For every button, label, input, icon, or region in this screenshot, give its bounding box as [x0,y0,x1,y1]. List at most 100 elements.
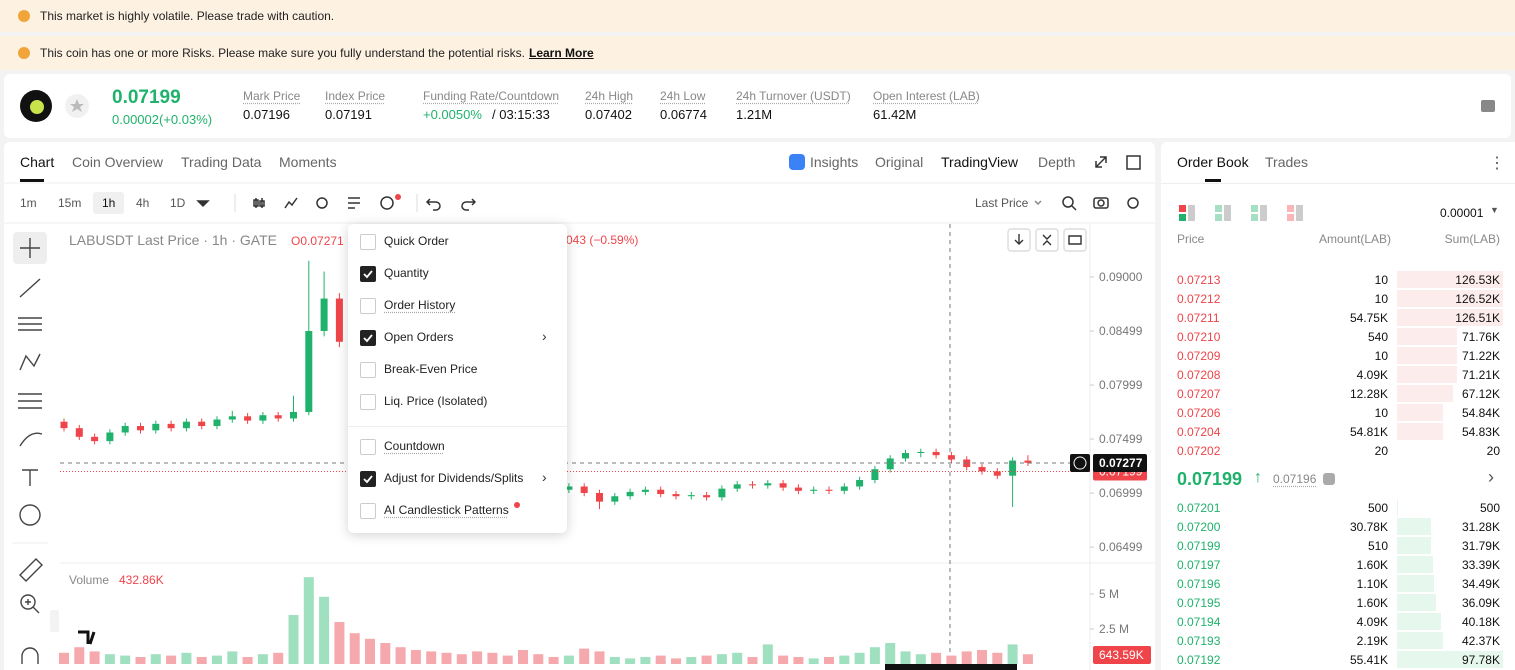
menu-item[interactable]: Countdown [384,439,445,453]
order-book-panel [1161,142,1515,670]
crosshair-add-icon [1073,456,1087,470]
order-amount: 1.60K [1356,558,1388,572]
checkbox[interactable] [360,234,376,250]
toolbar-icons [196,196,1139,211]
layout-toggle[interactable] [1287,205,1303,221]
order-price[interactable]: 0.07202 [1177,444,1221,458]
menu-item[interactable]: Order History [384,298,456,312]
candle-body [932,451,940,456]
order-price[interactable]: 0.07213 [1177,273,1221,287]
order-amount: 54.81K [1349,425,1388,439]
order-sum: 54.84K [1461,406,1500,420]
more-icon[interactable]: ⋮ [1489,155,1505,172]
precision-select[interactable]: 0.00001 [1440,206,1484,220]
order-price[interactable]: 0.07193 [1177,634,1221,648]
candle-body [718,488,726,498]
checkbox[interactable] [360,330,376,346]
stat-label: 24h Turnover (USDT) [736,89,851,103]
interval[interactable]: 1m [20,196,37,210]
order-price[interactable]: 0.07206 [1177,406,1221,420]
checkbox[interactable] [360,471,376,487]
order-price[interactable]: 0.07209 [1177,349,1221,363]
chart-tab[interactable]: Trading Data [181,154,262,170]
view-tab[interactable]: Insights [810,154,859,170]
layout-toggle[interactable] [1215,205,1231,221]
volume-bar [166,655,177,664]
layout-toggle[interactable] [1251,205,1267,221]
order-price[interactable]: 0.07212 [1177,292,1221,306]
order-price[interactable]: 0.07210 [1177,330,1221,344]
volume-bar [150,654,161,664]
order-price[interactable]: 0.07211 [1177,311,1220,325]
volume-bar [410,650,421,664]
menu-item[interactable]: AI Candlestick Patterns [384,503,509,517]
checkbox[interactable] [360,439,376,455]
volume-bar [548,657,559,664]
layout-icon [1179,205,1195,221]
candle-body [121,426,129,433]
order-price[interactable]: 0.07192 [1177,653,1221,667]
chart-tab[interactable]: Moments [279,154,337,170]
candle-body [182,421,190,429]
checkbox[interactable] [360,503,376,519]
order-amount: 1.10K [1356,577,1388,591]
order-sum: 34.49K [1461,577,1500,591]
order-book-tab[interactable]: Trades [1265,154,1309,170]
order-price[interactable]: 0.07207 [1177,387,1221,401]
checkbox[interactable] [360,298,376,314]
order-price[interactable]: 0.07197 [1177,558,1221,572]
menu-item[interactable]: Break-Even Price [384,362,478,376]
candle-body [825,489,833,491]
volume-bar [747,657,758,664]
checkbox[interactable] [360,266,376,282]
order-sum: 126.52K [1455,292,1500,306]
view-tab[interactable]: Depth [1038,154,1076,170]
menu-item[interactable]: Liq. Price (Isolated) [384,394,488,408]
menu-item[interactable]: Open Orders [384,330,454,344]
collapse-button[interactable] [50,610,59,632]
order-price[interactable]: 0.07194 [1177,615,1221,629]
menu-item[interactable]: Quick Order [384,234,449,248]
interval[interactable]: 1D [170,196,186,210]
menu-item[interactable]: Adjust for Dividends/Splits [384,471,524,485]
candle-body [611,496,619,502]
chevron[interactable]: › [1488,467,1494,487]
interval[interactable]: 4h [136,196,150,210]
order-price[interactable]: 0.07201 [1177,501,1221,515]
view-tab[interactable]: Original [875,154,924,170]
mark-price: 0.07196 [1273,472,1317,486]
candle-body [902,453,909,459]
order-book-tab[interactable]: Order Book [1177,154,1249,170]
chart-panel [4,142,1155,670]
order-price[interactable]: 0.07200 [1177,520,1221,534]
candle-body [1024,460,1032,463]
interval[interactable]: 1h [102,196,116,210]
chart-tab[interactable]: Coin Overview [72,154,164,170]
layout-icon[interactable] [1126,155,1141,170]
order-price[interactable]: 0.07199 [1177,539,1221,553]
order-price[interactable]: 0.07204 [1177,425,1221,439]
stat-label: Mark Price [243,89,301,103]
order-sum: 54.83K [1461,425,1500,439]
price-source[interactable]: Last Price [975,196,1029,210]
layout-toggle[interactable] [1179,205,1195,221]
volume-bar [625,658,636,664]
depth-bar [1397,385,1454,402]
banner [0,36,1515,70]
checkbox[interactable] [360,394,376,410]
learn-more-link[interactable]: Learn More [529,46,594,60]
chart-tab[interactable]: Chart [20,154,55,170]
menu-item[interactable]: Quantity [384,266,429,280]
order-price[interactable]: 0.07195 [1177,596,1221,610]
fullscreen-icon[interactable] [1095,156,1107,168]
order-amount: 10 [1374,273,1388,287]
submenu-arrow: › [542,469,547,485]
order-price[interactable]: 0.07196 [1177,577,1221,591]
candle-body [305,330,313,412]
view-tab[interactable]: TradingView [941,154,1019,170]
checkbox[interactable] [360,362,376,378]
header-icon[interactable] [1480,99,1496,113]
volume-bar [1007,644,1018,664]
interval[interactable]: 15m [58,196,82,210]
order-price[interactable]: 0.07208 [1177,368,1221,382]
